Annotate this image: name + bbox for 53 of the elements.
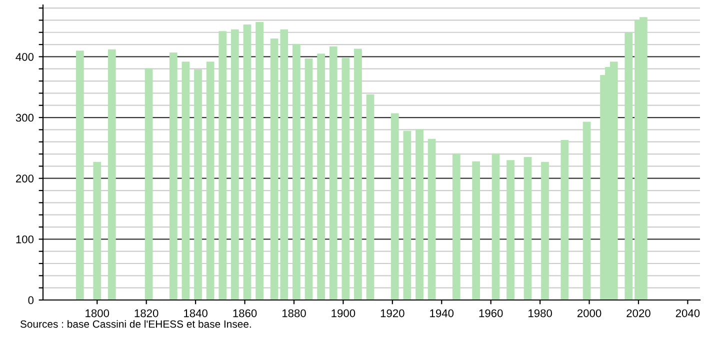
x-tick-label: 1800 <box>86 309 110 318</box>
bar <box>108 49 116 300</box>
bar <box>560 140 569 300</box>
x-tick-label: 2020 <box>626 309 650 318</box>
bar <box>93 162 102 300</box>
y-tick-label: 300 <box>16 114 34 122</box>
x-tick-label: 2000 <box>577 309 602 318</box>
source-note: Sources : base Cassini de l'EHESS et base Insee. <box>20 320 251 328</box>
bar <box>492 153 500 300</box>
y-tick-label: 400 <box>16 52 34 61</box>
bar <box>428 138 436 300</box>
bar <box>218 31 227 300</box>
bar <box>304 58 313 300</box>
bar <box>230 29 239 300</box>
bar <box>182 62 190 300</box>
bar <box>144 68 153 300</box>
y-tick-label: 0 <box>28 296 34 304</box>
bar <box>76 50 84 300</box>
bar <box>582 122 591 300</box>
y-tick-label: 200 <box>16 174 34 182</box>
bar <box>541 162 549 300</box>
x-tick-label: 1960 <box>479 309 503 318</box>
x-tick-label: 1820 <box>134 309 158 318</box>
x-tick-label: 1860 <box>233 309 257 318</box>
bar <box>416 129 424 300</box>
x-tick-label: 2040 <box>676 309 700 318</box>
bar <box>317 54 325 300</box>
bar <box>403 130 412 300</box>
bar <box>270 38 278 300</box>
bar <box>506 160 514 300</box>
x-tick-label: 1920 <box>380 309 404 318</box>
x-tick-label: 1980 <box>528 309 552 318</box>
bar <box>280 29 288 300</box>
x-tick-label: 1840 <box>184 309 208 318</box>
bar <box>452 153 460 300</box>
x-tick-label: 1940 <box>430 309 454 318</box>
bar <box>169 52 178 300</box>
bar <box>524 157 532 300</box>
bar <box>342 58 350 300</box>
bar <box>243 24 252 300</box>
bar <box>354 48 362 300</box>
bar <box>390 113 399 300</box>
bar <box>256 22 264 300</box>
y-tick-label: 100 <box>16 235 34 244</box>
bar <box>206 62 214 300</box>
bar <box>366 94 374 300</box>
bar <box>472 161 480 300</box>
bar <box>624 32 633 300</box>
bar <box>292 44 300 300</box>
x-tick-label: 1900 <box>332 309 356 318</box>
x-tick-label: 1880 <box>282 309 306 318</box>
bar <box>329 46 338 300</box>
bar <box>194 69 202 300</box>
